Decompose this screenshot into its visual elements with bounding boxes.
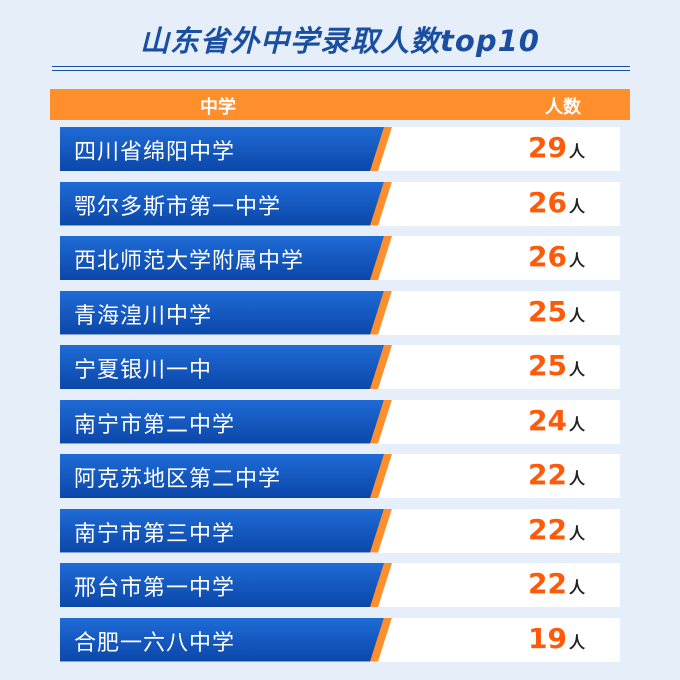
school-name: 西北师范大学附属中学 xyxy=(74,249,305,274)
row-name-band xyxy=(60,454,388,498)
admission-count: 25 人 xyxy=(528,295,585,328)
table-row: 鄂尔多斯市第一中学 26 人 xyxy=(60,181,620,226)
admission-count: 26 人 xyxy=(528,186,585,219)
count-unit: 人 xyxy=(568,414,585,434)
count-unit: 人 xyxy=(568,360,585,379)
table-row: 邢台市第一中学 22 人 xyxy=(60,563,620,607)
school-name: 宁夏银川一中 xyxy=(74,358,213,383)
count-unit: 人 xyxy=(568,142,585,161)
title-underline-2 xyxy=(52,70,630,71)
row-name-band xyxy=(60,400,388,444)
count-unit: 人 xyxy=(568,196,585,216)
count-unit: 人 xyxy=(568,523,585,543)
count-value: 29 xyxy=(528,131,567,164)
header-count: 人数 xyxy=(545,97,581,118)
table-row: 南宁市第二中学 24 人 xyxy=(60,399,620,444)
admission-count: 26 人 xyxy=(528,240,585,273)
table-header: 中学 人数 xyxy=(50,89,630,120)
table-row: 西北师范大学附属中学 26 人 xyxy=(60,236,620,280)
count-value: 19 xyxy=(528,621,567,655)
row-name-band xyxy=(60,127,388,171)
count-value: 26 xyxy=(528,185,567,219)
title-underline xyxy=(52,66,630,67)
count-value: 22 xyxy=(528,458,567,491)
count-unit: 人 xyxy=(568,305,585,325)
count-value: 25 xyxy=(528,349,567,382)
row-name-band xyxy=(60,563,388,607)
row-name-band xyxy=(60,236,388,280)
admission-count: 22 人 xyxy=(528,567,585,600)
chart-title: 山东省外中学录取人数top10 xyxy=(140,24,540,58)
header-school: 中学 xyxy=(200,97,236,118)
school-name: 合肥一六八中学 xyxy=(74,630,236,656)
school-name: 邢台市第一中学 xyxy=(74,576,236,601)
row-name-band xyxy=(60,345,388,389)
count-value: 26 xyxy=(528,240,567,273)
table-row: 宁夏银川一中 25 人 xyxy=(60,345,620,389)
admission-count: 19 人 xyxy=(528,622,585,655)
count-value: 25 xyxy=(528,294,567,328)
school-name: 鄂尔多斯市第一中学 xyxy=(74,194,282,220)
count-unit: 人 xyxy=(568,251,585,270)
count-unit: 人 xyxy=(568,632,585,652)
school-name: 南宁市第二中学 xyxy=(74,412,236,438)
admission-count: 24 人 xyxy=(528,404,585,437)
count-value: 22 xyxy=(528,512,567,546)
school-name: 南宁市第三中学 xyxy=(74,521,236,547)
admission-count: 22 人 xyxy=(528,458,585,491)
count-unit: 人 xyxy=(568,469,585,488)
count-unit: 人 xyxy=(568,578,585,597)
admission-count: 22 人 xyxy=(528,513,585,546)
table-row: 阿克苏地区第二中学 22 人 xyxy=(60,454,620,498)
school-name: 青海湟川中学 xyxy=(74,303,213,329)
admission-count: 29 人 xyxy=(528,131,585,164)
table-row: 合肥一六八中学 19 人 xyxy=(60,617,620,662)
row-name-band xyxy=(60,509,388,553)
school-name: 四川省绵阳中学 xyxy=(74,140,236,165)
table-row: 四川省绵阳中学 29 人 xyxy=(60,127,620,171)
row-name-band xyxy=(60,618,388,662)
admission-count: 25 人 xyxy=(528,349,585,382)
table-row: 青海湟川中学 25 人 xyxy=(60,290,620,335)
row-name-band xyxy=(60,291,388,335)
table-row: 南宁市第三中学 22 人 xyxy=(60,508,620,553)
count-value: 24 xyxy=(528,403,567,437)
count-value: 22 xyxy=(528,567,567,600)
school-name: 阿克苏地区第二中学 xyxy=(74,467,282,492)
row-name-band xyxy=(60,182,388,226)
